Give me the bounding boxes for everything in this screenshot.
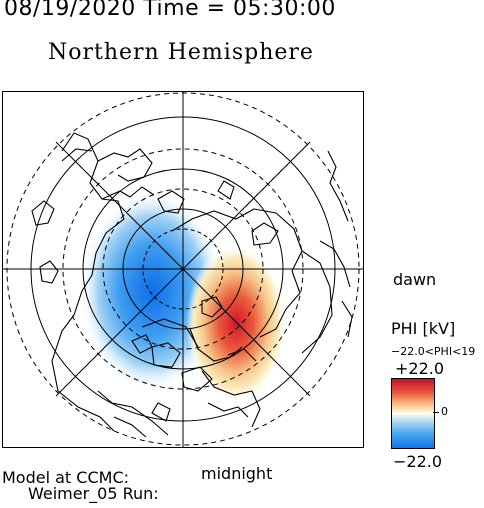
colorbar-min: −22.0 — [393, 452, 443, 471]
colorbar — [391, 378, 435, 449]
colorbar-range: −22.0<PHI<19 — [391, 345, 476, 358]
footer-model: Model at CCMC: — [2, 468, 129, 487]
dawn-label: dawn — [393, 270, 437, 289]
colorbar-title: PHI [kV] — [391, 319, 456, 338]
datetime-header: 08/19/2020 Time = 05:30:00 — [4, 0, 336, 21]
colorbar-mid: 0 — [441, 405, 448, 418]
midnight-label: midnight — [201, 464, 273, 483]
potential-cell-positive — [186, 245, 286, 401]
colorbar-max: +22.0 — [395, 359, 445, 378]
polar-map — [2, 91, 364, 448]
map-title: Northern Hemisphere — [48, 40, 314, 65]
meridian-lines — [2, 91, 364, 448]
footer-run: Weimer_05 Run: — [28, 484, 159, 503]
coastlines — [31, 132, 353, 438]
colorbar-tick — [433, 412, 439, 413]
